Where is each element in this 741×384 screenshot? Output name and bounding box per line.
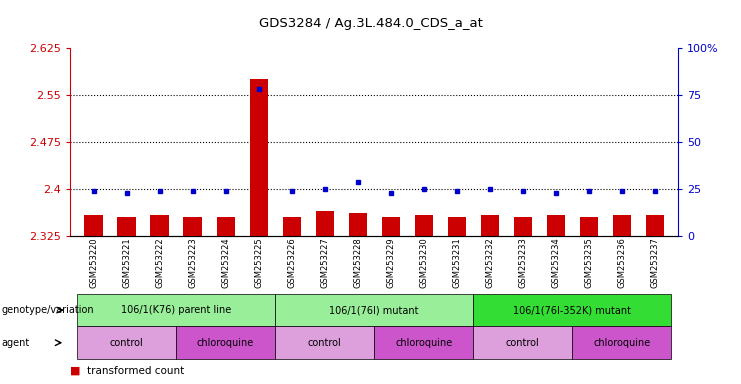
Text: chloroquine: chloroquine xyxy=(395,338,452,348)
Bar xyxy=(382,217,400,236)
Text: agent: agent xyxy=(1,338,30,348)
Text: ■: ■ xyxy=(70,366,84,376)
Text: GDS3284 / Ag.3L.484.0_CDS_a_at: GDS3284 / Ag.3L.484.0_CDS_a_at xyxy=(259,17,482,30)
Bar xyxy=(514,217,532,236)
Text: 106/1(76I) mutant: 106/1(76I) mutant xyxy=(330,305,419,315)
Bar xyxy=(282,217,301,236)
Text: chloroquine: chloroquine xyxy=(197,338,254,348)
Text: control: control xyxy=(506,338,539,348)
Bar xyxy=(646,215,664,236)
Bar xyxy=(184,217,202,236)
Text: 106/1(76I-352K) mutant: 106/1(76I-352K) mutant xyxy=(514,305,631,315)
Bar xyxy=(118,217,136,236)
Bar xyxy=(547,215,565,236)
Bar xyxy=(613,215,631,236)
Bar xyxy=(316,211,333,236)
Bar xyxy=(448,217,466,236)
Text: control: control xyxy=(308,338,342,348)
Bar xyxy=(84,215,102,236)
Text: transformed count: transformed count xyxy=(87,366,184,376)
Bar xyxy=(348,213,367,236)
Bar xyxy=(415,215,433,236)
Bar xyxy=(150,215,169,236)
Bar xyxy=(579,217,598,236)
Text: chloroquine: chloroquine xyxy=(594,338,651,348)
Text: control: control xyxy=(110,338,144,348)
Text: genotype/variation: genotype/variation xyxy=(1,305,94,315)
Bar xyxy=(250,79,268,236)
Bar xyxy=(216,217,235,236)
Bar xyxy=(481,215,499,236)
Text: 106/1(K76) parent line: 106/1(K76) parent line xyxy=(121,305,231,315)
